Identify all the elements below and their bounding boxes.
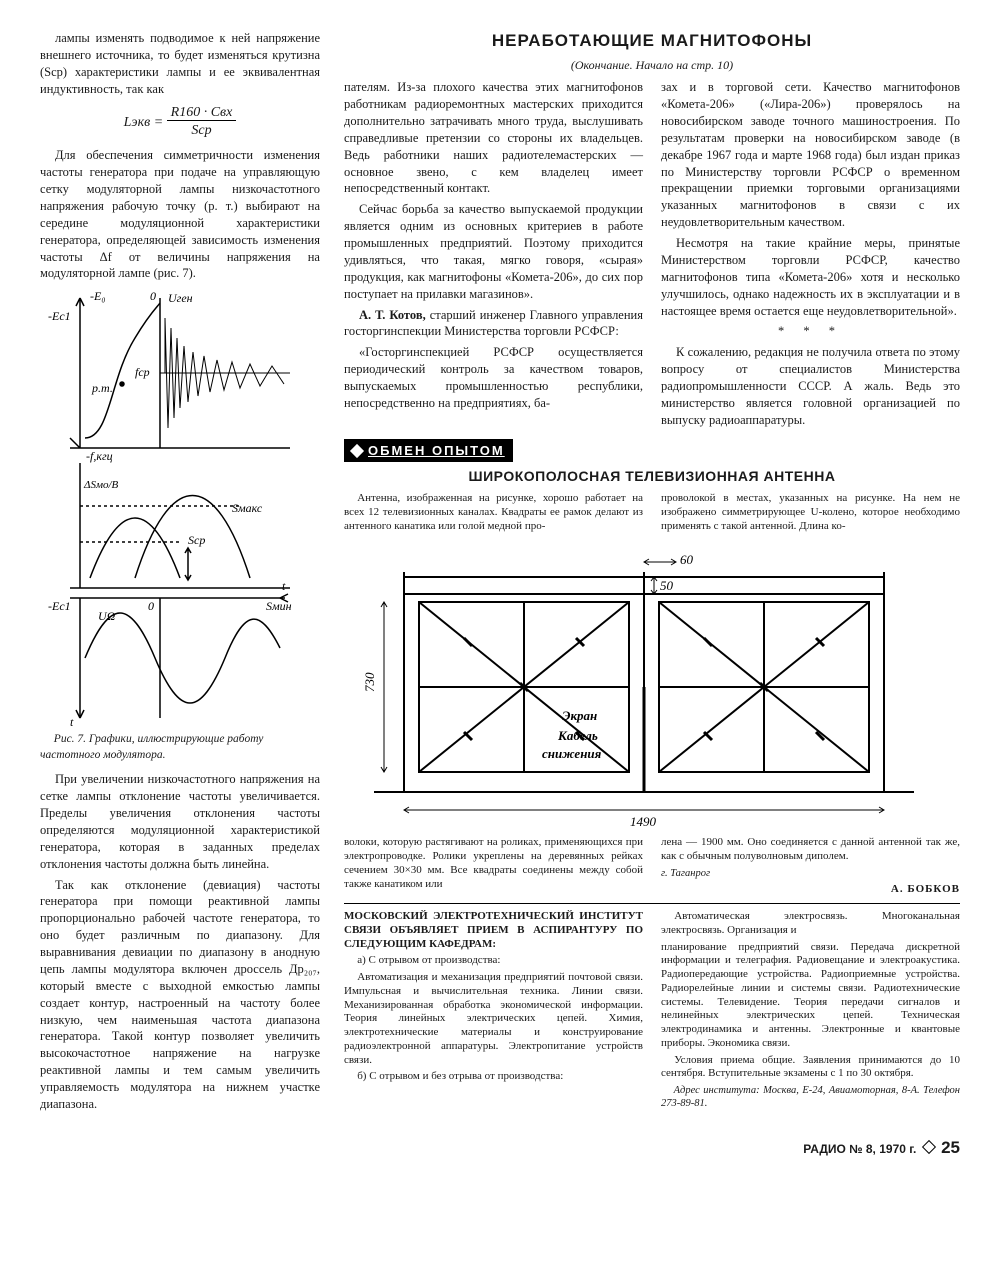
svg-text:Sмакс: Sмакс <box>232 501 263 515</box>
left-p3: При увеличении низкочастотного напряжени… <box>40 771 320 872</box>
ant-intro-1: Антенна, изображенная на рисунке, хорошо… <box>344 492 643 533</box>
svg-text:t: t <box>70 715 74 728</box>
left-p1: лампы изменять подводимое к ней напряжен… <box>40 30 320 98</box>
svg-text:Sмин: Sмин <box>266 599 292 613</box>
page-number: 25 <box>941 1138 960 1157</box>
antenna-intro-cols: Антенна, изображенная на рисунке, хорошо… <box>344 492 960 536</box>
left-p4: Так как отклонение (девиация) частоты ге… <box>40 877 320 1113</box>
svg-text:0: 0 <box>150 289 156 303</box>
diamond-icon <box>350 444 364 458</box>
diamond-icon <box>922 1140 936 1154</box>
exchange-section: ОБМЕН ОПЫТОМ ШИРОКОПОЛОСНАЯ ТЕЛЕВИЗИОННА… <box>344 429 960 1111</box>
svg-text:0: 0 <box>148 599 154 613</box>
svg-text:1490: 1490 <box>630 814 657 829</box>
svg-text:50: 50 <box>660 578 674 593</box>
ad-p5: Автоматическая электросвязь. Многоканаль… <box>661 910 960 938</box>
formula: Lэкв = R160 · Cвх Sср <box>40 104 320 142</box>
banner-text: ОБМЕН ОПЫТОМ <box>368 443 505 458</box>
ad-p7: Условия приема общие. Заявления принимаю… <box>661 1054 960 1082</box>
svg-text:-E₀: -E₀ <box>90 289 106 303</box>
svg-text:730: 730 <box>362 672 377 692</box>
ad-p6: планирование предприятий связи. Передача… <box>661 941 960 1051</box>
institute-ad: МОСКОВСКИЙ ЭЛЕКТРОТЕХНИЧЕСКИЙ ИНСТИТУТ С… <box>344 910 960 1110</box>
svg-text:UΩ: UΩ <box>98 609 116 623</box>
formula-den: Sср <box>187 123 215 138</box>
svg-text:Кабель: Кабель <box>557 728 598 743</box>
svg-text:-Eс1: -Eс1 <box>48 309 71 323</box>
svg-text:Экран: Экран <box>562 708 597 723</box>
formula-num: R160 · Cвх <box>167 105 237 121</box>
ant-intro-2: волоки, которую растягивают на роликах, … <box>344 836 643 891</box>
svg-text:ΔSмо/В: ΔSмо/В <box>83 479 119 491</box>
ad-title: МОСКОВСКИЙ ЭЛЕКТРОТЕХНИЧЕСКИЙ ИНСТИТУТ С… <box>344 910 643 951</box>
ant-intro-4: лена — 1900 мм. Оно соединяется с данной… <box>661 836 960 864</box>
page: лампы изменять подводимое к ней напряжен… <box>40 30 960 1160</box>
antenna-figure: 730 50 60 Экран Кабель снижения 1490 <box>344 542 960 832</box>
antenna-after-cols: волоки, которую растягивают на роликах, … <box>344 836 960 897</box>
ant-city: г. Таганрог <box>661 867 960 880</box>
r-p1: пателям. Из-за плохого качества этих маг… <box>344 79 643 197</box>
top-grid: лампы изменять подводимое к ней напряжен… <box>40 30 960 1117</box>
svg-text:-Eс1: -Eс1 <box>48 599 71 613</box>
figure-7-caption: Рис. 7. Графики, иллюстрирующие работу ч… <box>40 732 320 763</box>
r-p6: Несмотря на такие крайние меры, принятые… <box>661 235 960 319</box>
svg-text:Sср: Sср <box>188 533 205 547</box>
author-name: А. Т. Котов, <box>359 308 430 322</box>
svg-text:60: 60 <box>680 552 694 567</box>
magazine-ref: РАДИО № 8, 1970 г. <box>803 1142 916 1156</box>
article-body-cols: пателям. Из-за плохого качества этих маг… <box>344 79 960 429</box>
ad-p4: б) С отрывом и без отрыва от производств… <box>344 1070 643 1084</box>
divider <box>344 903 960 904</box>
r-p7: К сожалению, редакция не получила ответа… <box>661 344 960 428</box>
svg-text:fср: fср <box>135 365 150 379</box>
r-p4: «Госторгинспекцией РСФСР осуществляется … <box>344 344 643 412</box>
section-banner: ОБМЕН ОПЫТОМ <box>344 439 513 463</box>
ad-p2: а) С отрывом от производства: <box>344 954 643 968</box>
antenna-title: ШИРОКОПОЛОСНАЯ ТЕЛЕВИЗИОННАЯ АНТЕННА <box>344 467 960 486</box>
r-p5: зах и в торговой сети. Качество магнитоф… <box>661 79 960 231</box>
ad-p3: Автоматизация и механизация предприятий … <box>344 971 643 1067</box>
figure-7: -E₀ 0 Uген -Eс1 fср р.т. -f,кгц ΔSмо/В S… <box>40 288 320 763</box>
stars-sep: * * * <box>661 323 960 340</box>
antenna-svg: 730 50 60 Экран Кабель снижения 1490 <box>344 542 944 832</box>
left-column: лампы изменять подводимое к ней напряжен… <box>40 30 320 1117</box>
svg-text:снижения: снижения <box>542 746 602 761</box>
right-column: НЕРАБОТАЮЩИЕ МАГНИТОФОНЫ (Окончание. Нач… <box>344 30 960 1117</box>
svg-text:р.т.: р.т. <box>91 381 113 395</box>
figure-7-svg: -E₀ 0 Uген -Eс1 fср р.т. -f,кгц ΔSмо/В S… <box>40 288 310 728</box>
svg-text:Uген: Uген <box>168 291 193 305</box>
left-p2: Для обеспечения симметричности изменения… <box>40 147 320 282</box>
ant-intro-3: проволокой в местах, указанных на рисунк… <box>661 492 960 533</box>
ant-author: А. БОБКОВ <box>661 883 960 897</box>
r-p3: А. Т. Котов, старший инженер Главного уп… <box>344 307 643 341</box>
svg-text:t: t <box>282 579 286 593</box>
page-footer: РАДИО № 8, 1970 г. 25 <box>40 1137 960 1160</box>
r-p2: Сейчас борьба за качество выпускаемой пр… <box>344 201 643 302</box>
ad-addr: Адрес института: Москва, Е-24, Авиамотор… <box>661 1084 960 1110</box>
svg-text:-f,кгц: -f,кгц <box>86 449 113 463</box>
article-subtitle: (Окончание. Начало на стр. 10) <box>344 57 960 73</box>
formula-lhs: Lэкв = <box>124 115 164 130</box>
article-title: НЕРАБОТАЮЩИЕ МАГНИТОФОНЫ <box>344 30 960 53</box>
